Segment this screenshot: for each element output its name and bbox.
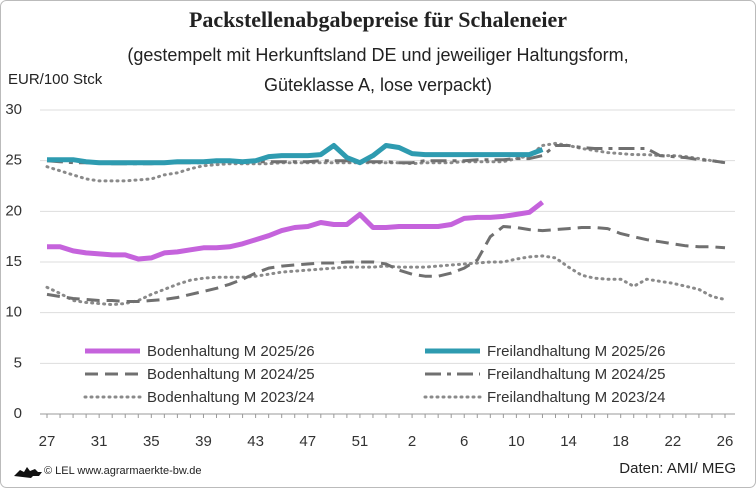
x-tick-label: 10 — [508, 433, 525, 450]
legend-label: Freilandhaltung M 2024/25 — [487, 366, 665, 383]
y-tick-label: 20 — [5, 202, 22, 219]
legend-label: Bodenhaltung M 2023/24 — [147, 389, 315, 406]
x-tick-label: 22 — [665, 433, 682, 450]
y-tick-label: 5 — [14, 354, 22, 371]
x-tick-label: 26 — [717, 433, 734, 450]
line-series — [47, 200, 545, 262]
y-axis-label: EUR/100 Stck — [8, 71, 103, 88]
x-tick-label: 14 — [560, 433, 577, 450]
y-tick-label: 25 — [5, 152, 22, 169]
logo-icon — [14, 467, 42, 478]
y-tick-label: 30 — [5, 101, 22, 118]
chart-subtitle: (gestempelt mit Herkunftsland DE und jew… — [127, 45, 628, 65]
legend-label: Bodenhaltung M 2025/26 — [147, 343, 315, 360]
x-tick-label: 31 — [91, 433, 108, 450]
line-series — [46, 144, 726, 166]
x-tick-label: 47 — [299, 433, 316, 450]
x-tick-label: 43 — [247, 433, 264, 450]
x-tick-label: 51 — [352, 433, 369, 450]
legend-label: Freilandhaltung M 2025/26 — [487, 343, 665, 360]
x-tick-label: 2 — [408, 433, 416, 450]
y-tick-label: 10 — [5, 304, 22, 321]
chart-title: Packstellenabgabepreise für Schaleneier — [189, 7, 567, 32]
x-tick-label: 6 — [460, 433, 468, 450]
legend-label: Freilandhaltung M 2023/24 — [487, 389, 665, 406]
x-tick-label: 27 — [39, 433, 56, 450]
line-series — [45, 141, 727, 183]
y-tick-label: 15 — [5, 253, 22, 270]
chart-subtitle: Güteklasse A, lose verpackt) — [264, 75, 492, 95]
y-tick-label: 0 — [14, 405, 22, 422]
line-series — [45, 254, 727, 307]
x-tick-label: 39 — [195, 433, 212, 450]
x-tick-label: 18 — [612, 433, 629, 450]
line-series — [46, 225, 726, 303]
x-tick-label: 35 — [143, 433, 160, 450]
footer-data: Daten: AMI/ MEG — [619, 460, 736, 477]
legend-label: Bodenhaltung M 2024/25 — [147, 366, 315, 383]
line-series — [47, 143, 544, 166]
footer-source: © LEL www.agrarmaerkte-bw.de — [44, 465, 202, 477]
